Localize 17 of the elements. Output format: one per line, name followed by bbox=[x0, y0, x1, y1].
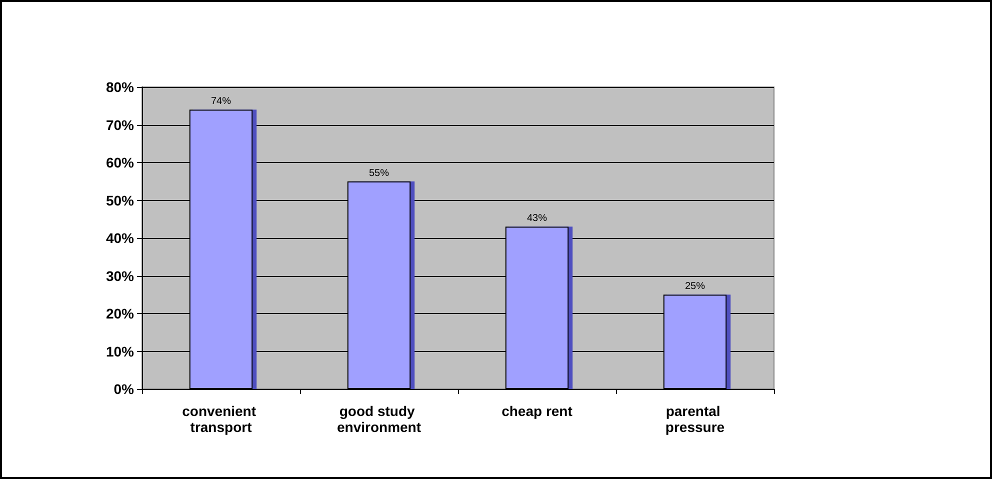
y-tick-label: 70% bbox=[106, 116, 135, 133]
data-label: 25% bbox=[684, 281, 706, 292]
x-tick-label: convenient transport bbox=[182, 403, 260, 435]
y-tick-label: 10% bbox=[106, 343, 135, 360]
data-label: 74% bbox=[210, 96, 232, 108]
y-tick-label: 0% bbox=[114, 381, 135, 397]
y-tick-label: 40% bbox=[106, 230, 135, 246]
x-tick-label: parental pressure bbox=[665, 403, 725, 435]
y-tick-label: 30% bbox=[106, 268, 135, 284]
x-tick-label: cheap rent bbox=[502, 403, 573, 419]
y-tick-label: 20% bbox=[106, 306, 135, 322]
y-tick-label: 60% bbox=[106, 154, 135, 170]
y-tick-label: 80% bbox=[106, 79, 135, 95]
y-tick-label: 50% bbox=[106, 192, 135, 208]
x-tick-label: good study environment bbox=[336, 403, 422, 435]
data-label: 55% bbox=[368, 168, 390, 179]
data-label: 43% bbox=[526, 213, 548, 224]
